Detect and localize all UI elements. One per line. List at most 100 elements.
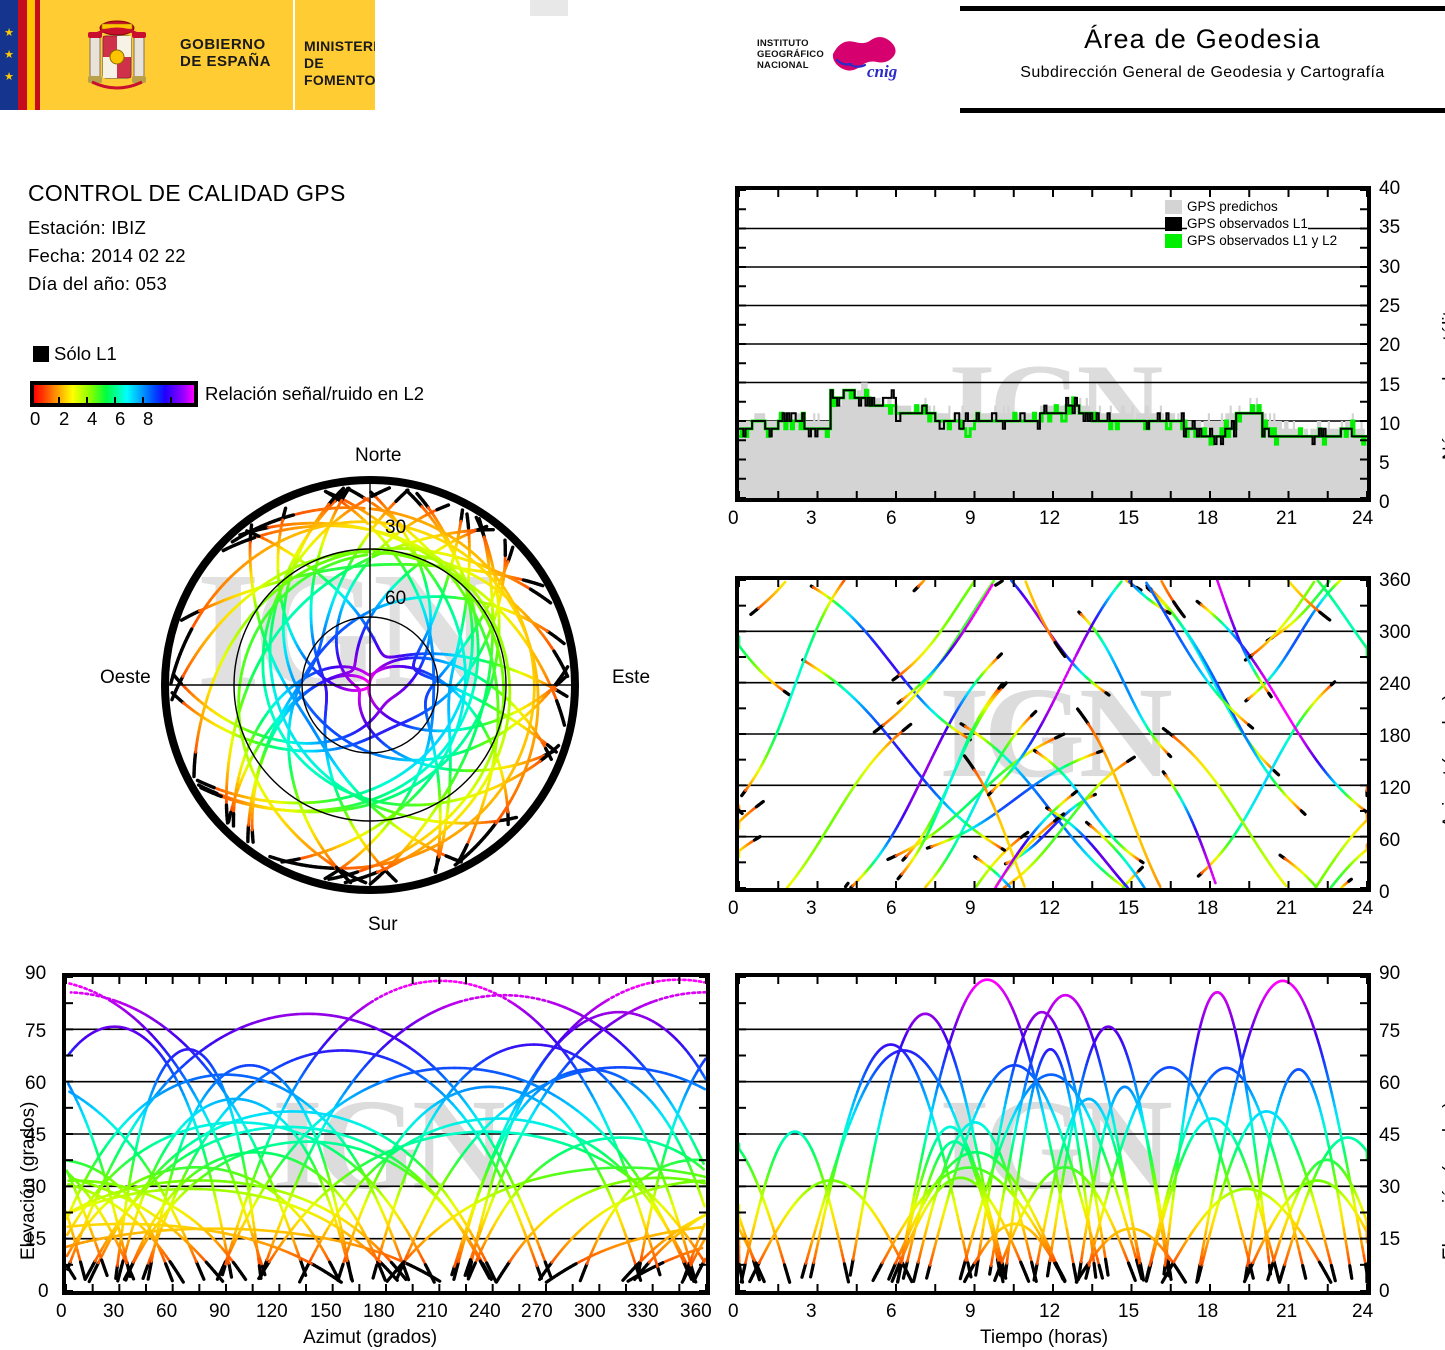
date-label: Fecha: 2014 02 22 (28, 245, 186, 266)
snr-colorbar-gradient (30, 381, 198, 407)
colorbar-tick-label: 4 (87, 408, 98, 429)
header-gray-block (530, 0, 568, 16)
legend-only-l1: Sólo L1 (33, 343, 117, 365)
elevation-vs-azimuth-ylabel: Elevación (grados) (18, 1101, 39, 1260)
colorbar-tick-label: 2 (59, 408, 70, 429)
institute-line-2: GEOGRÁFICO (757, 49, 824, 60)
ministry-line-1: MINISTERIO (304, 38, 389, 54)
xtick-label: 12 (1039, 508, 1061, 529)
ytick-label: 30 (1379, 257, 1401, 278)
xtick-label: 60 (156, 1301, 178, 1322)
satellite-count-ylabel: Número de satélites (1440, 291, 1445, 460)
polar-ring-label-60: 60 (385, 588, 407, 609)
legend-swatch (1165, 199, 1182, 214)
legend-item: GPS predichos (1165, 198, 1363, 215)
xtick-label: 6 (886, 1301, 897, 1322)
xtick-label: 15 (1118, 898, 1140, 919)
header-subtitle: Subdirección General de Geodesia y Carto… (1020, 64, 1385, 81)
ytick-label: 300 (1379, 622, 1411, 643)
polar-label-north: Norte (355, 445, 402, 466)
xtick-label: 0 (728, 898, 739, 919)
ytick-label: 30 (25, 1177, 47, 1198)
ytick-label: 15 (25, 1229, 47, 1250)
polar-skyplot: Norte Sur Oeste Este IGN 30 60 (100, 445, 680, 945)
elevation-vs-azimuth-xlabel: Azimut (grados) (303, 1327, 438, 1348)
ytick-label: 75 (1379, 1021, 1401, 1042)
logo-divider-1 (293, 0, 295, 110)
ytick-label: 0 (1379, 882, 1390, 903)
xtick-label: 210 (416, 1301, 448, 1322)
government-logo-band: GOBIERNO DE ESPAÑA MINISTERIO DE FOMENTO (40, 0, 415, 110)
header-rule-top (960, 6, 1445, 11)
header-title-block: Área de Geodesia Subdirección General de… (960, 0, 1445, 118)
ytick-label: 20 (1379, 335, 1401, 356)
colorbar-tick (142, 397, 144, 403)
xtick-label: 24 (1352, 898, 1374, 919)
chart-elevation-vs-azimuth: IGN (62, 973, 710, 1295)
ytick-label: 15 (1379, 375, 1401, 396)
xtick-label: 3 (806, 1301, 817, 1322)
colorbar-tick-label: 0 (30, 408, 41, 429)
ytick-label: 0 (1379, 1281, 1390, 1302)
elevation-vs-time-xlabel: Tiempo (horas) (980, 1327, 1109, 1348)
watermark-ign: IGN (939, 661, 1172, 805)
header-title: Área de Geodesia (1084, 24, 1321, 54)
xtick-label: 360 (680, 1301, 712, 1322)
legend-swatch (1165, 216, 1182, 231)
legend-label: GPS observados L1 y L2 (1187, 233, 1338, 248)
only-l1-swatch (33, 346, 49, 362)
polar-skyplot-canvas: IGN (161, 476, 579, 894)
polar-label-east: Este (612, 667, 651, 688)
chart-satellite-count: IGN GPS predichos GPS observados L1 GPS ob… (735, 186, 1371, 502)
legend-swatch (1165, 233, 1182, 248)
xtick-label: 3 (806, 898, 817, 919)
xtick-label: 270 (521, 1301, 553, 1322)
spain-eu-flag: ★ ★ ★ (0, 0, 40, 110)
xtick-label: 3 (806, 508, 817, 529)
spain-flag-red-bottom (35, 0, 40, 110)
xtick-label: 6 (886, 508, 897, 529)
azimuth-vs-time-ylabel: Azimut (grados) (1440, 693, 1445, 828)
ytick-label: 360 (1379, 570, 1411, 591)
ytick-label: 5 (1379, 453, 1390, 474)
colorbar-tick (58, 397, 60, 403)
ytick-label: 75 (25, 1021, 47, 1042)
xtick-label: 9 (965, 1301, 976, 1322)
government-line-1: GOBIERNO (180, 36, 266, 53)
only-l1-label: Sólo L1 (54, 343, 117, 364)
ign-logo-band: INSTITUTO GEOGRÁFICO NACIONAL cnig (375, 0, 898, 110)
xtick-label: 18 (1197, 1301, 1219, 1322)
xtick-label: 90 (209, 1301, 231, 1322)
legend-item: GPS observados L1 y L2 (1165, 232, 1363, 249)
institute-label: INSTITUTO GEOGRÁFICO NACIONAL (757, 38, 824, 71)
snr-colorbar: 0 2 4 6 8 (30, 381, 202, 430)
colorbar-tick (86, 397, 88, 403)
elevation-vs-time-canvas: IGN (738, 976, 1368, 1292)
ytick-label: 60 (1379, 1073, 1401, 1094)
ytick-label: 90 (25, 963, 47, 984)
polar-label-west: Oeste (100, 667, 151, 688)
institute-line-3: NACIONAL (757, 60, 809, 71)
xtick-label: 12 (1039, 1301, 1061, 1322)
day-of-year-label: Día del año: 053 (28, 273, 167, 294)
xtick-label: 24 (1352, 1301, 1374, 1322)
xtick-label: 21 (1276, 898, 1298, 919)
xtick-label: 330 (627, 1301, 659, 1322)
chart-legend: GPS predichos GPS observados L1 GPS observ… (1165, 198, 1363, 249)
legend-label: GPS predichos (1187, 199, 1278, 214)
xtick-label: 6 (886, 898, 897, 919)
legend-item: GPS observados L1 (1165, 215, 1363, 232)
eu-star-icon: ★ (4, 27, 14, 39)
spain-flag-yellow (27, 0, 35, 110)
eu-star-icon: ★ (4, 49, 14, 61)
xtick-label: 21 (1276, 1301, 1298, 1322)
eu-flag-strip: ★ ★ ★ (0, 0, 18, 110)
ytick-label: 30 (1379, 1177, 1401, 1198)
ytick-label: 90 (1379, 963, 1401, 984)
svg-text:cnig: cnig (867, 62, 898, 81)
ytick-label: 45 (25, 1125, 47, 1146)
ytick-label: 60 (25, 1073, 47, 1094)
xtick-label: 24 (1352, 508, 1374, 529)
chart-azimuth-vs-time: IGN (735, 576, 1371, 892)
polar-ring-label-30: 30 (385, 517, 407, 538)
